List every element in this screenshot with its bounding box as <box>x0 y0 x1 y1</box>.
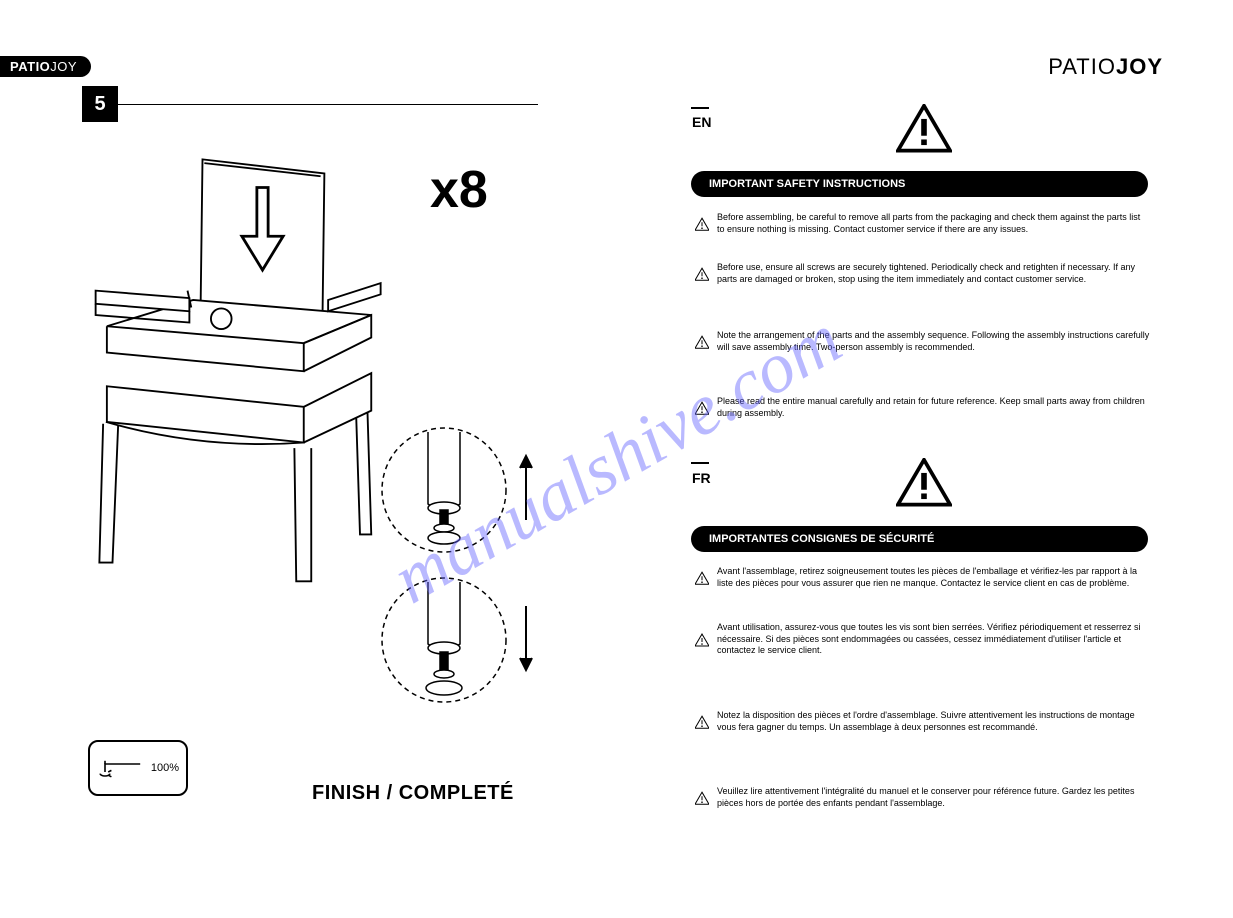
warning-icon <box>695 711 709 733</box>
warning-item: Before use, ensure all screws are secure… <box>695 262 1150 285</box>
warning-text: Note the arrangement of the parts and th… <box>717 330 1150 353</box>
section-rule <box>691 107 709 109</box>
brand-part2: JOY <box>1116 54 1163 79</box>
brand-part2: JOY <box>50 59 77 74</box>
brand-logo-right: PATIOJOY <box>1048 54 1163 80</box>
brand-part1: PATIO <box>1048 54 1116 79</box>
warning-item: Before assembling, be careful to remove … <box>695 212 1150 235</box>
warning-icon <box>695 331 709 353</box>
tighten-indicator: 100% <box>88 740 188 796</box>
warning-text: Before assembling, be careful to remove … <box>717 212 1150 235</box>
leg-adjuster-down <box>378 570 538 710</box>
warning-icon <box>695 567 709 589</box>
warning-icon <box>695 263 709 285</box>
warning-bar-en: IMPORTANT SAFETY INSTRUCTIONS <box>691 171 1148 197</box>
section-label-en: EN <box>692 114 711 130</box>
warning-item: Veuillez lire attentivement l'intégralit… <box>695 786 1150 809</box>
warning-text: Avant l'assemblage, retirez soigneusemen… <box>717 566 1150 589</box>
page-left: PATIOJOY 5 x8 <box>0 0 616 918</box>
leg-adjuster-up <box>378 420 538 560</box>
warning-text: Before use, ensure all screws are secure… <box>717 262 1150 285</box>
warning-icon <box>896 104 952 153</box>
warning-icon <box>695 787 709 809</box>
warning-text: Avant utilisation, assurez-vous que tout… <box>717 622 1150 657</box>
warning-item: Avant l'assemblage, retirez soigneusemen… <box>695 566 1150 589</box>
section-rule <box>691 462 709 464</box>
brand-badge-left: PATIOJOY <box>0 56 91 77</box>
chair-illustration <box>90 150 390 600</box>
brand-part1: PATIO <box>10 59 50 74</box>
finish-label: FINISH / COMPLETÉ <box>312 782 514 805</box>
step-number-box: 5 <box>82 86 118 122</box>
warning-text: Notez la disposition des pièces et l'ord… <box>717 710 1150 733</box>
section-label-fr: FR <box>692 470 711 486</box>
warning-item: Notez la disposition des pièces et l'ord… <box>695 710 1150 733</box>
step-rule <box>118 104 538 105</box>
warning-item: Please read the entire manual carefully … <box>695 396 1150 419</box>
tighten-percent: 100% <box>151 762 179 774</box>
warning-item: Avant utilisation, assurez-vous que tout… <box>695 622 1150 657</box>
warning-text: Please read the entire manual carefully … <box>717 396 1150 419</box>
warning-bar-fr: IMPORTANTES CONSIGNES DE SÉCURITÉ <box>691 526 1148 552</box>
warning-icon <box>695 213 709 235</box>
warning-icon <box>695 623 709 657</box>
quantity-label: x8 <box>430 160 488 220</box>
warning-icon <box>695 397 709 419</box>
warning-text: Veuillez lire attentivement l'intégralit… <box>717 786 1150 809</box>
hex-key-icon <box>97 756 145 780</box>
warning-icon <box>896 458 952 507</box>
warning-item: Note the arrangement of the parts and th… <box>695 330 1150 353</box>
page-right: PATIOJOY EN IMPORTANT SAFETY INSTRUCTION… <box>616 0 1233 918</box>
